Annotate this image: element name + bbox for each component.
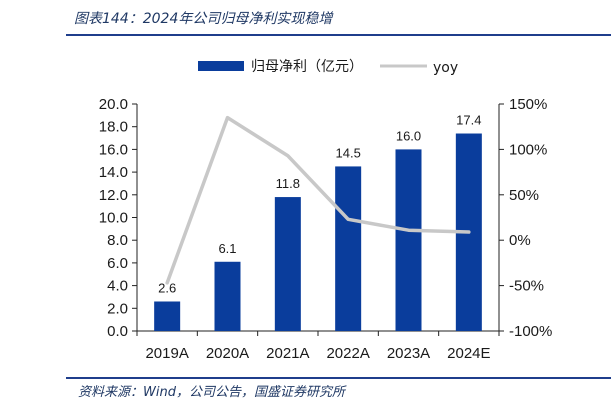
data-labels: 2.6 6.1 11.8 14.5 16.0 17.4	[158, 113, 481, 296]
y-left-tick-label: 20.0	[99, 96, 128, 113]
y-left-tick-label: 12.0	[99, 187, 128, 204]
y-right-tick-label: 0%	[509, 232, 531, 249]
y-left-tick-label: 16.0	[99, 141, 128, 158]
legend-line-label: yoy	[433, 60, 458, 76]
data-label: 16.0	[396, 128, 421, 143]
y-left-tick-label: 18.0	[99, 119, 128, 136]
yoy-point-2023A	[408, 229, 409, 231]
y-left-tick-label: 4.0	[107, 278, 128, 295]
legend: 归母净利（亿元） yoy	[198, 58, 458, 76]
yoy-point-2020A	[227, 117, 228, 119]
x-tick-label: 2020A	[206, 345, 249, 362]
bar-2020A	[214, 261, 241, 331]
x-tick-label: 2022A	[326, 345, 369, 362]
yoy-point-2022A	[347, 218, 349, 220]
yoy-point-2021A	[287, 155, 289, 157]
bottom-rule	[66, 377, 611, 379]
yoy-line-layer	[165, 115, 471, 285]
y-right-tick-label: -50%	[509, 278, 544, 295]
data-label: 11.8	[276, 176, 300, 191]
x-tick-label: 2023A	[387, 345, 430, 362]
data-label: 2.6	[158, 280, 176, 295]
chart-title: 图表144：2024年公司归母净利实现稳增	[74, 11, 333, 27]
axes: 0.0 2.0 4.0 6.0 8.0 10.0 12.0 14.0 16.0 18.0 20.0 -…	[99, 96, 553, 362]
bar-2022A	[335, 166, 362, 331]
x-tick-label: 2024E	[447, 345, 490, 362]
y-right-tick-label: 50%	[509, 187, 539, 204]
data-label: 6.1	[218, 241, 236, 256]
bar-2021A	[274, 197, 301, 331]
y-right-tick-label: -100%	[509, 323, 552, 340]
top-rule	[66, 34, 611, 36]
y-left-tick-label: 8.0	[107, 232, 128, 249]
x-tick-label: 2019A	[145, 345, 188, 362]
y-left-tick-label: 6.0	[107, 255, 128, 272]
y-left-tick-label: 2.0	[107, 300, 128, 317]
yoy-line	[165, 115, 471, 285]
legend-bar-swatch	[198, 61, 244, 71]
y-right-tick-label: 100%	[509, 141, 547, 158]
legend-bar-label: 归母净利（亿元）	[251, 58, 363, 75]
x-tick-label: 2021A	[266, 345, 309, 362]
source-note: 资料来源：Wind，公司公告，国盛证券研究所	[78, 385, 345, 400]
yoy-point-2019A	[166, 282, 168, 284]
y-left-tick-label: 14.0	[99, 164, 128, 181]
data-label: 17.4	[456, 113, 481, 128]
bar-2019A	[154, 301, 181, 331]
yoy-point-2024E	[468, 231, 470, 233]
data-label: 14.5	[336, 145, 361, 160]
y-right-tick-label: 150%	[509, 96, 547, 113]
bar-2023A	[395, 149, 422, 331]
y-left-tick-label: 10.0	[99, 210, 128, 227]
y-left-tick-label: 0.0	[107, 323, 128, 340]
